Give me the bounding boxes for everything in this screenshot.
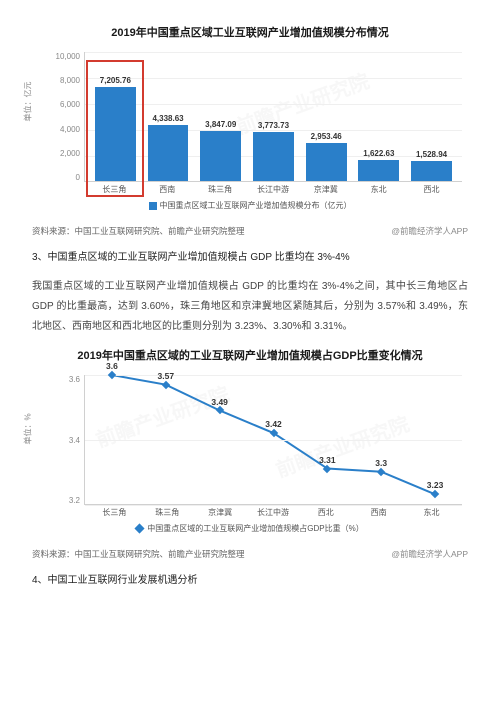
chart1-legend: 中国重点区域工业互联网产业增加值规模分布（亿元） [32,200,468,211]
x-tick-label: 珠三角 [142,507,192,518]
chart2-title: 2019年中国重点区域的工业互联网产业增加值规模占GDP比重变化情况 [32,347,468,363]
bar [253,132,294,181]
x-tick-label: 西南 [354,507,404,518]
data-label: 3.42 [265,419,282,429]
source-right: @前瞻经济学人APP [391,548,468,560]
x-tick-label: 西北 [301,507,351,518]
bar-slot: 1,622.63 [354,149,404,181]
bar-slot: 3,847.09 [196,120,246,181]
bar [95,87,136,181]
source-left: 资料来源：中国工业互联网研究院、前瞻产业研究院整理 [32,548,245,560]
chart2-legend: 中国重点区域的工业互联网产业增加值规模占GDP比重（%） [32,523,468,534]
source-left: 资料来源：中国工业互联网研究院、前瞻产业研究院整理 [32,225,245,237]
bar-slot: 1,528.94 [407,150,457,181]
bar-slot: 2,953.46 [301,132,351,181]
x-tick-label: 京津冀 [195,507,245,518]
source-row-2: 资料来源：中国工业互联网研究院、前瞻产业研究院整理 @前瞻经济学人APP [32,548,468,560]
x-tick-label: 京津冀 [301,184,351,195]
x-tick-label: 东北 [407,507,457,518]
data-marker [108,371,116,379]
bar-value-label: 2,953.46 [311,132,342,141]
bar [306,143,347,181]
x-labels: 长三角珠三角京津冀长江中游西北西南东北 [84,507,462,518]
x-tick-label: 珠三角 [195,184,245,195]
bar [358,160,399,181]
y-axis-label: 单位：% [23,413,34,444]
legend-swatch [149,202,157,210]
data-marker [215,406,223,414]
y-axis-label: 单位：亿元 [23,81,34,121]
x-tick-label: 西南 [142,184,192,195]
bar-value-label: 3,773.73 [258,121,289,130]
data-marker [431,490,439,498]
x-tick-label: 长三角 [89,507,139,518]
data-label: 3.3 [375,458,387,468]
data-label: 3.6 [106,361,118,371]
data-marker [377,468,385,476]
chart2: 前瞻产业研究院 前瞻产业研究院 单位：% 3.63.43.2 3.63.573.… [32,371,468,546]
bar-plot: 7,205.76 4,338.63 3,847.09 3,773.73 2,953.46… [84,52,462,182]
x-labels: 长三角西南珠三角长江中游京津冀东北西北 [84,184,462,195]
chart1: 前瞻产业研究院 单位：亿元 10,0008,0006,0004,0002,000… [32,48,468,223]
bar-value-label: 7,205.76 [100,76,131,85]
bar-slot: 4,338.63 [143,114,193,181]
section-4-title: 4、中国工业互联网行业发展机遇分析 [32,572,468,590]
bar [148,125,189,181]
legend-text: 中国重点区域工业互联网产业增加值规模分布（亿元） [160,201,352,210]
bar-value-label: 1,622.63 [363,149,394,158]
data-label: 3.31 [319,455,336,465]
y-ticks: 10,0008,0006,0004,0002,0000 [54,52,80,182]
data-marker [323,464,331,472]
bar [411,161,452,181]
bar-value-label: 3,847.09 [205,120,236,129]
x-tick-label: 长江中游 [248,184,298,195]
source-row-1: 资料来源：中国工业互联网研究院、前瞻产业研究院整理 @前瞻经济学人APP [32,225,468,237]
bar-value-label: 1,528.94 [416,150,447,159]
bar-value-label: 4,338.63 [152,114,183,123]
paragraph-1: 我国重点区域的工业互联网产业增加值规模占 GDP 的比重均在 3%-4%之间，其… [32,277,468,337]
bar-slot: 3,773.73 [249,121,299,181]
section-3-title: 3、中国重点区域的工业互联网产业增加值规模占 GDP 比重均在 3%-4% [32,249,468,267]
x-tick-label: 长江中游 [248,507,298,518]
legend-marker [135,524,145,534]
bar-slot: 7,205.76 [90,76,140,181]
y-ticks: 3.63.43.2 [54,375,80,505]
line-plot: 3.63.573.493.423.313.33.23 [84,375,462,505]
bar [200,131,241,181]
data-marker [162,380,170,388]
data-label: 3.23 [427,480,444,490]
x-tick-label: 长三角 [89,184,139,195]
data-label: 3.49 [211,397,228,407]
legend-text: 中国重点区域的工业互联网产业增加值规模占GDP比重（%） [147,524,363,533]
x-tick-label: 东北 [354,184,404,195]
x-tick-label: 西北 [407,184,457,195]
chart1-title: 2019年中国重点区域工业互联网产业增加值规模分布情况 [32,24,468,40]
source-right: @前瞻经济学人APP [391,225,468,237]
data-label: 3.57 [158,371,175,381]
data-marker [269,429,277,437]
